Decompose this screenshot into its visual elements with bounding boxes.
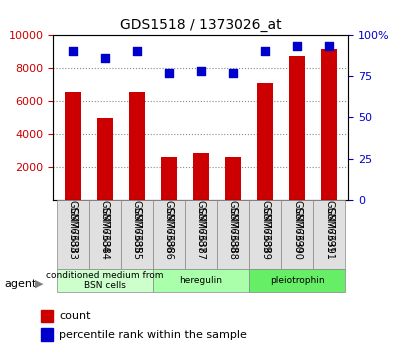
Bar: [225, 157, 240, 200]
Text: percentile rank within the sample: percentile rank within the sample: [59, 330, 247, 339]
Point: [197, 68, 204, 74]
Text: GSM76387: GSM76387: [196, 200, 205, 253]
Bar: [320, 49, 337, 200]
FancyBboxPatch shape: [153, 200, 184, 269]
Point: [101, 55, 108, 60]
Title: GDS1518 / 1373026_at: GDS1518 / 1373026_at: [120, 18, 281, 32]
FancyBboxPatch shape: [312, 200, 344, 269]
Text: GSM76386: GSM76386: [164, 200, 173, 253]
FancyBboxPatch shape: [248, 269, 344, 292]
Bar: [128, 92, 144, 200]
FancyBboxPatch shape: [153, 269, 248, 292]
Text: heregulin: heregulin: [179, 276, 222, 285]
Point: [261, 48, 268, 54]
Text: GSM76387: GSM76387: [196, 207, 205, 260]
Text: GSM76384: GSM76384: [99, 207, 109, 260]
FancyBboxPatch shape: [248, 200, 281, 269]
Text: GSM76388: GSM76388: [227, 207, 237, 260]
Text: ▶: ▶: [35, 279, 43, 288]
Bar: [41, 328, 53, 341]
Text: GSM76391: GSM76391: [324, 207, 333, 260]
Text: GSM76384: GSM76384: [99, 200, 109, 253]
Point: [229, 70, 236, 75]
Bar: [192, 153, 209, 200]
Point: [325, 43, 332, 49]
Text: count: count: [59, 311, 91, 321]
Text: GSM76388: GSM76388: [227, 200, 237, 253]
FancyBboxPatch shape: [88, 200, 120, 269]
Point: [69, 48, 76, 54]
Text: agent: agent: [4, 279, 36, 288]
Bar: [160, 157, 176, 200]
Bar: [256, 83, 272, 200]
FancyBboxPatch shape: [184, 200, 216, 269]
Text: GSM76390: GSM76390: [292, 207, 301, 260]
Text: GSM76385: GSM76385: [131, 200, 142, 253]
Bar: [64, 92, 81, 200]
FancyBboxPatch shape: [216, 200, 248, 269]
Text: GSM76390: GSM76390: [292, 200, 301, 253]
Text: conditioned medium from
BSN cells: conditioned medium from BSN cells: [46, 270, 163, 290]
Point: [165, 70, 172, 75]
Text: GSM76389: GSM76389: [259, 200, 270, 253]
Text: GSM76383: GSM76383: [67, 207, 77, 260]
Text: pleiotrophin: pleiotrophin: [269, 276, 324, 285]
Text: GSM76391: GSM76391: [324, 200, 333, 253]
FancyBboxPatch shape: [281, 200, 312, 269]
Text: GSM76389: GSM76389: [259, 207, 270, 260]
Bar: [41, 310, 53, 322]
Bar: [97, 118, 112, 200]
FancyBboxPatch shape: [56, 269, 153, 292]
FancyBboxPatch shape: [120, 200, 153, 269]
Bar: [288, 56, 304, 200]
Point: [293, 43, 300, 49]
Text: GSM76386: GSM76386: [164, 207, 173, 260]
Text: GSM76383: GSM76383: [67, 200, 77, 253]
Text: GSM76385: GSM76385: [131, 207, 142, 260]
FancyBboxPatch shape: [56, 200, 88, 269]
Point: [133, 48, 139, 54]
